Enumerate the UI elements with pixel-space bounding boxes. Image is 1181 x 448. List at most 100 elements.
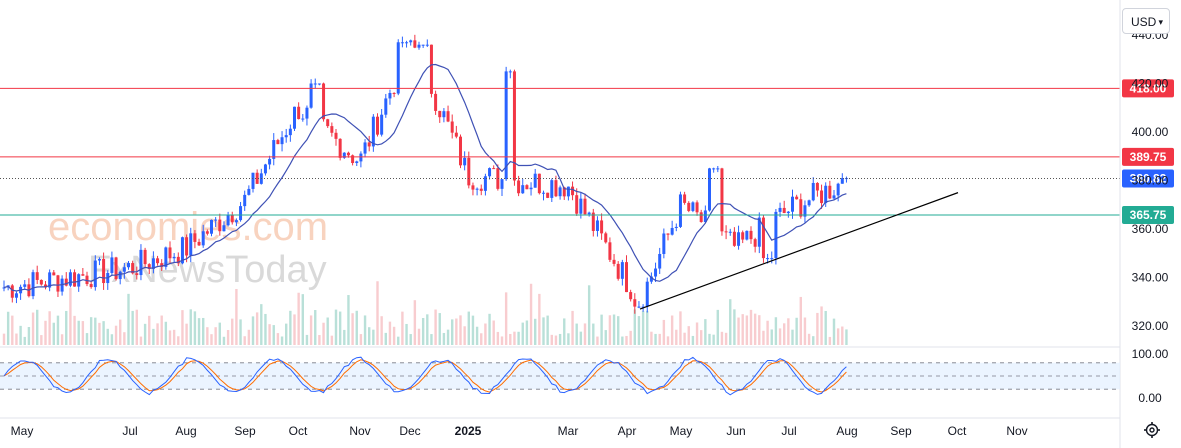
volume-bar <box>583 323 587 345</box>
candle-body <box>392 92 396 94</box>
volume-bar <box>451 319 454 345</box>
candle-body <box>612 259 616 264</box>
trendline-segment <box>639 192 959 310</box>
candle-body <box>425 44 429 46</box>
candle-body <box>695 202 699 213</box>
volume-bar <box>438 313 441 345</box>
candle-body <box>824 185 828 204</box>
volume-bar <box>812 336 815 345</box>
candle-body <box>454 132 458 137</box>
volume-bar <box>264 313 267 345</box>
candle-body <box>185 237 189 256</box>
candle-body <box>10 285 14 298</box>
volume-bar <box>405 323 408 345</box>
candle-body <box>583 198 587 215</box>
volume-bar <box>712 334 715 345</box>
candle-body <box>97 258 101 261</box>
osc-tick-label: 0.00 <box>1138 391 1162 405</box>
volume-bar <box>239 319 242 345</box>
candle-body <box>504 71 508 180</box>
candle-body <box>492 168 496 170</box>
volume-bar <box>372 329 375 345</box>
candle-body <box>297 106 301 120</box>
x-tick-label: Nov <box>1006 424 1027 438</box>
volume-bar <box>2 333 6 345</box>
candle-body <box>35 272 39 280</box>
candle-body <box>625 262 628 293</box>
volume-bar <box>355 310 358 345</box>
candle-body <box>778 207 782 212</box>
gear-icon[interactable] <box>1143 421 1161 439</box>
volume-bar <box>285 323 288 345</box>
volume-bar <box>666 336 670 345</box>
candle-body <box>156 258 160 264</box>
candle-body <box>197 241 201 246</box>
volume-bar <box>89 317 93 345</box>
volume-bar <box>488 313 491 345</box>
volume-bar <box>521 322 524 345</box>
chevron-down-icon: ▾ <box>1158 17 1163 27</box>
volume-bar <box>795 317 798 345</box>
volume-bar <box>305 334 309 345</box>
volume-bar <box>347 295 350 345</box>
candle-body <box>438 110 442 118</box>
candle-body <box>388 92 392 99</box>
currency-selector[interactable]: USD ▾ <box>1122 8 1170 34</box>
candle-body <box>488 168 492 177</box>
volume-bar <box>322 322 325 345</box>
volume-bar <box>749 309 753 345</box>
candle-body <box>77 274 81 287</box>
y-tick-label: 420.00 <box>1132 77 1169 91</box>
horizontal-levels: 418.00 389.75 380.82 365.75 <box>0 79 1174 225</box>
candle-body <box>483 176 487 191</box>
volume-bar <box>409 334 412 345</box>
volume-bar <box>247 329 251 345</box>
volume-bar <box>330 335 334 345</box>
candle-body <box>633 299 637 307</box>
candle-body <box>645 281 649 307</box>
candle-body <box>313 83 317 85</box>
volume-bar <box>430 334 433 345</box>
volume-bar <box>670 315 674 345</box>
moving-average-line <box>3 63 847 292</box>
volume-bar <box>783 323 786 345</box>
stoch-k-line <box>3 356 847 396</box>
candle-body <box>782 207 786 214</box>
volume-bar <box>687 326 690 345</box>
x-tick-label: Aug <box>836 424 857 438</box>
volume-bar <box>704 319 707 345</box>
osc-tick-label: 100.00 <box>1132 347 1169 361</box>
candle-body <box>820 190 824 204</box>
candle-body <box>243 194 247 207</box>
volume-bar <box>19 325 22 345</box>
candle-body <box>471 185 475 190</box>
candle-body <box>774 211 778 259</box>
volume-bar <box>683 332 686 345</box>
candle-body <box>118 271 122 280</box>
volume-bar <box>816 312 819 345</box>
volume-bar <box>836 328 840 345</box>
trendline <box>639 192 959 310</box>
candle-body <box>741 232 745 240</box>
volume-bar <box>251 316 255 345</box>
volume-bar <box>417 328 421 345</box>
volume-bar <box>143 323 147 345</box>
candle-body <box>434 93 438 111</box>
volume-bar <box>691 335 695 345</box>
volume-bar <box>148 315 151 345</box>
volume-bar <box>226 330 230 345</box>
x-tick-label: Jul <box>781 424 796 438</box>
candle-body <box>39 279 43 285</box>
candle-body <box>421 44 425 46</box>
x-tick-label: Mar <box>558 424 579 438</box>
volume-bar <box>845 329 848 345</box>
volume-bar <box>94 317 97 345</box>
candle-body <box>189 233 193 256</box>
candle-body <box>558 187 562 197</box>
candle-body <box>263 164 267 174</box>
candle-body <box>44 284 47 288</box>
volume-bar <box>164 321 168 345</box>
candle-body <box>342 152 346 158</box>
volume-bar <box>774 317 778 345</box>
